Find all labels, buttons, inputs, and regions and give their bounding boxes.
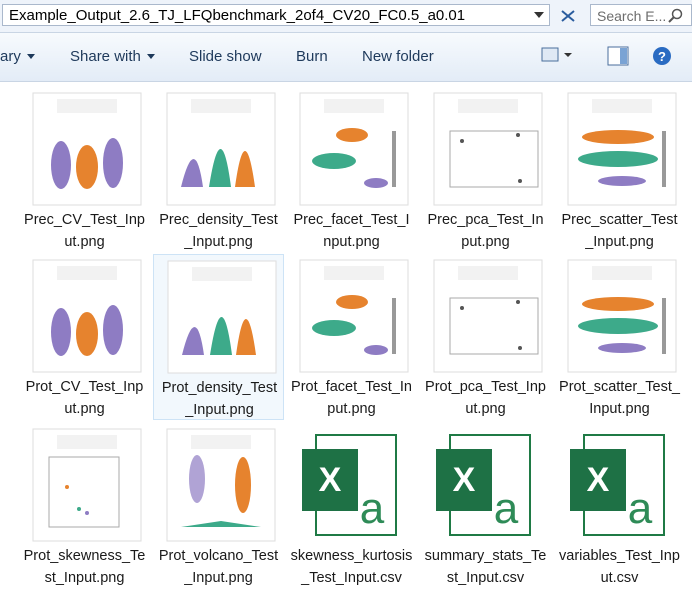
toolbar-button[interactable]: Burn bbox=[296, 48, 328, 65]
file-name[interactable]: Prot_density_Test_Input.png bbox=[161, 380, 278, 418]
file-item[interactable]: Prec_pca_Test_Input.png bbox=[420, 87, 551, 253]
toolbar-label[interactable]: Burn bbox=[296, 48, 328, 65]
svg-text:a: a bbox=[628, 484, 653, 533]
view-icons[interactable]: ? bbox=[540, 45, 690, 69]
svg-text:?: ? bbox=[658, 49, 666, 64]
file-name[interactable]: Prot_scatter_Test_Input.png bbox=[559, 379, 680, 417]
file-thumbnail[interactable]: Xa bbox=[428, 427, 544, 543]
svg-text:X: X bbox=[319, 461, 342, 499]
file-name[interactable]: Prec_pca_Test_Input.png bbox=[427, 212, 544, 250]
file-name[interactable]: Prec_facet_Test_Input.png bbox=[293, 212, 410, 250]
file-name[interactable]: Prec_scatter_Test_Input.png bbox=[561, 212, 678, 250]
file-item[interactable]: Prot_facet_Test_Input.png bbox=[286, 254, 417, 420]
file-thumbnail[interactable] bbox=[562, 258, 678, 374]
toolbar-label[interactable]: New folder bbox=[362, 48, 434, 65]
search-icon bbox=[668, 8, 683, 23]
file-thumbnail[interactable] bbox=[27, 427, 143, 543]
file-item[interactable]: Prot_scatter_Test_Input.png bbox=[554, 254, 685, 420]
file-thumbnail[interactable] bbox=[162, 259, 278, 375]
file-name[interactable]: Prot_CV_Test_Input.png bbox=[25, 379, 144, 417]
file-item[interactable]: Prot_CV_Test_Input.png bbox=[19, 254, 150, 420]
file-thumbnail[interactable] bbox=[428, 91, 544, 207]
toolbar-label[interactable]: Share with bbox=[70, 48, 141, 65]
file-name[interactable]: variables_Test_Input.csv bbox=[559, 548, 680, 586]
menu-arrow bbox=[146, 54, 155, 59]
file-name[interactable]: Prot_pca_Test_Input.png bbox=[425, 379, 546, 417]
dropdown-arrow[interactable] bbox=[533, 10, 545, 20]
search-box[interactable]: Search E... bbox=[590, 4, 692, 26]
toolbar-label[interactable]: Slide show bbox=[189, 48, 262, 65]
toolbar: ary Share with Slide show Burn New folder? bbox=[0, 33, 692, 82]
file-name[interactable]: Prot_volcano_Test_Input.png bbox=[158, 548, 279, 586]
svg-text:X: X bbox=[453, 461, 476, 499]
file-thumbnail[interactable]: Xa bbox=[294, 427, 410, 543]
file-thumbnail[interactable]: Xa bbox=[562, 427, 678, 543]
toolbar-button[interactable]: ary bbox=[0, 48, 36, 65]
file-thumbnail[interactable] bbox=[294, 258, 410, 374]
file-name[interactable]: Prec_density_Test_Input.png bbox=[159, 212, 278, 250]
file-name[interactable]: summary_stats_Test_Input.csv bbox=[424, 548, 547, 586]
toolbar-button[interactable]: Slide show bbox=[189, 48, 262, 65]
address-field[interactable]: Example_Output_2.6_TJ_LFQbenchmark_2of4_… bbox=[2, 4, 550, 26]
file-name[interactable]: Prot_skewness_Test_Input.png bbox=[23, 548, 146, 586]
toolbar-button[interactable]: New folder bbox=[362, 48, 434, 65]
toolbar-label[interactable]: ary bbox=[0, 48, 21, 65]
file-item[interactable]: Prot_skewness_Test_Input.png bbox=[19, 423, 150, 589]
file-item[interactable]: Prec_facet_Test_Input.png bbox=[286, 87, 417, 253]
menu-arrow bbox=[26, 54, 35, 59]
file-item[interactable]: Prot_pca_Test_Input.png bbox=[420, 254, 551, 420]
file-item[interactable]: Prot_density_Test_Input.png bbox=[153, 254, 284, 420]
file-thumbnail[interactable] bbox=[562, 91, 678, 207]
refresh-button[interactable] bbox=[556, 5, 582, 27]
file-thumbnail[interactable] bbox=[27, 258, 143, 374]
svg-text:X: X bbox=[587, 461, 610, 499]
file-name[interactable]: Prot_facet_Test_Input.png bbox=[291, 379, 412, 417]
file-item[interactable]: Prec_scatter_Test_Input.png bbox=[554, 87, 685, 253]
svg-text:a: a bbox=[360, 484, 385, 533]
file-name[interactable]: skewness_kurtosis_Test_Input.csv bbox=[290, 548, 413, 586]
file-thumbnail[interactable] bbox=[161, 91, 277, 207]
file-thumbnail[interactable] bbox=[294, 91, 410, 207]
file-item[interactable]: Prec_CV_Test_Input.png bbox=[19, 87, 150, 253]
file-item[interactable]: Prot_volcano_Test_Input.png bbox=[153, 423, 284, 589]
file-item[interactable]: Prec_density_Test_Input.png bbox=[153, 87, 284, 253]
toolbar-button[interactable]: Share with bbox=[70, 48, 156, 65]
file-name[interactable]: Prec_CV_Test_Input.png bbox=[24, 212, 145, 250]
file-thumbnail[interactable] bbox=[27, 91, 143, 207]
address-bar: Example_Output_2.6_TJ_LFQbenchmark_2of4_… bbox=[0, 0, 692, 33]
file-thumbnail[interactable] bbox=[428, 258, 544, 374]
file-thumbnail[interactable] bbox=[161, 427, 277, 543]
svg-text:a: a bbox=[494, 484, 519, 533]
